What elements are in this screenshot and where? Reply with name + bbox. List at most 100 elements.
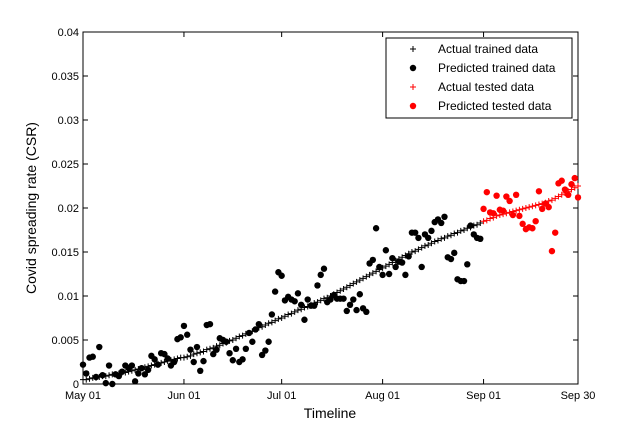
legend-box <box>385 37 573 119</box>
x-tick-label: Sep 30 <box>561 390 596 402</box>
point-dot <box>493 192 500 199</box>
point-dot <box>363 308 370 316</box>
point-plus <box>291 308 298 315</box>
point-plus <box>548 197 555 204</box>
series-2 <box>480 183 581 225</box>
point-dot <box>535 188 543 195</box>
point-dot <box>467 222 474 229</box>
point-dot <box>141 371 149 378</box>
point-dot <box>561 186 569 193</box>
point-dot <box>161 350 168 358</box>
point-dot <box>89 353 96 360</box>
point-plus <box>369 270 376 277</box>
point-plus <box>343 284 350 291</box>
point-dot <box>96 343 103 351</box>
point-dot <box>346 301 354 308</box>
point-plus <box>477 219 484 226</box>
point-dot <box>92 373 100 381</box>
point-dot <box>229 357 237 364</box>
point-plus <box>317 297 324 304</box>
point-dot <box>193 343 201 351</box>
x-tick-label: Sep 01 <box>466 390 501 402</box>
point-dot <box>265 338 272 345</box>
point-dot <box>568 181 575 188</box>
point-dot <box>545 203 552 211</box>
point-dot <box>102 379 109 387</box>
point-dot <box>226 350 233 357</box>
point-plus <box>461 227 468 233</box>
point-dot <box>447 255 455 263</box>
point-plus <box>434 237 441 244</box>
point-plus <box>382 263 389 270</box>
point-plus <box>363 273 370 280</box>
point-plus <box>444 233 451 240</box>
point-dot <box>320 265 328 272</box>
point-dot <box>438 219 445 227</box>
point-dot <box>405 253 412 260</box>
point-dot <box>356 291 364 298</box>
legend-label-predicted-trained: Predicted trained data <box>438 61 556 75</box>
point-plus <box>516 206 523 213</box>
point-plus <box>350 280 357 287</box>
point-plus <box>526 204 533 211</box>
point-dot <box>529 225 536 232</box>
point-dot <box>297 301 305 308</box>
point-plus <box>187 352 194 359</box>
y-tick-label: 0.015 <box>51 247 79 259</box>
point-plus <box>425 241 432 248</box>
point-dot <box>311 302 318 309</box>
point-dot <box>565 191 572 198</box>
point-plus <box>340 285 347 292</box>
point-dot <box>571 174 578 182</box>
point-dot <box>379 271 386 279</box>
point-plus <box>275 315 282 322</box>
point-dot <box>490 210 497 217</box>
point-plus <box>421 242 428 249</box>
x-tick-label: May 01 <box>65 390 101 402</box>
point-dot <box>232 345 240 352</box>
point-plus <box>568 186 575 193</box>
point-plus <box>575 183 581 189</box>
x-axis-label: Timeline <box>304 405 357 421</box>
point-dot <box>451 249 458 257</box>
y-tick-label: 0.04 <box>58 27 79 39</box>
point-plus <box>239 332 246 339</box>
point-plus <box>337 287 344 294</box>
point-dot <box>402 271 409 279</box>
point-plus <box>132 366 139 373</box>
point-dot <box>105 362 113 369</box>
point-dot <box>79 361 87 368</box>
point-dot <box>441 213 448 220</box>
series-1 <box>79 213 484 388</box>
point-plus <box>207 345 214 352</box>
point-dot <box>268 311 276 318</box>
point-dot <box>411 229 419 236</box>
y-tick-label: 0.005 <box>51 335 79 347</box>
point-dot <box>552 229 559 236</box>
point-dot <box>499 207 507 214</box>
point-plus <box>200 348 207 355</box>
point-plus <box>441 234 448 241</box>
point-plus <box>265 320 272 327</box>
point-dot <box>418 263 425 271</box>
point-dot <box>242 345 250 352</box>
point-dot <box>512 191 520 198</box>
point-dot <box>294 290 302 297</box>
point-dot <box>115 372 123 380</box>
point-plus <box>552 195 559 202</box>
point-dot <box>210 350 217 358</box>
point-plus <box>278 315 285 321</box>
y-axis-label: Covid spreading rate (CSR) <box>23 122 39 294</box>
point-plus <box>457 227 464 234</box>
point-dot <box>177 334 184 341</box>
point-plus <box>412 248 419 255</box>
legend-label-predicted-tested: Predicted tested data <box>438 99 552 113</box>
point-dot <box>372 225 380 232</box>
point-dot <box>483 188 491 196</box>
point-plus <box>451 230 458 237</box>
x-tick-label: Jun 01 <box>167 390 200 402</box>
point-plus <box>288 310 295 317</box>
point-plus <box>571 184 578 191</box>
point-dot <box>538 205 546 213</box>
